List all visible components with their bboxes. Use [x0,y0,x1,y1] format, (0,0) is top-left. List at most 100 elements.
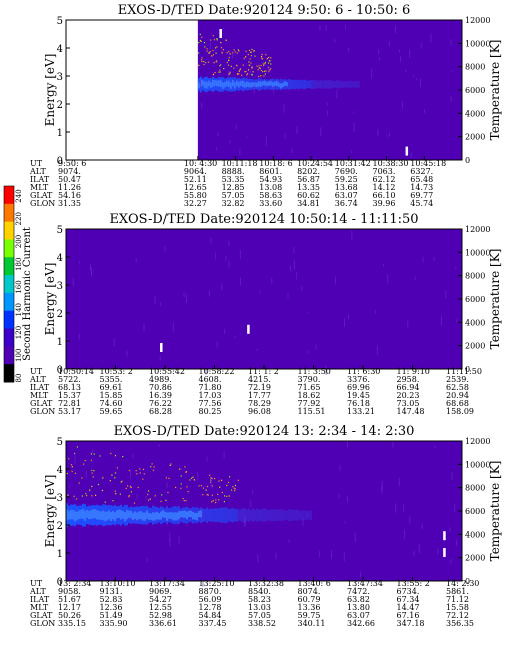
noise-mark [325,24,327,31]
orbit-value: 12.36 [100,603,123,612]
speckle [90,453,92,455]
orbit-value: 60.79 [298,595,321,604]
speckle [93,453,95,455]
band-column [288,509,290,522]
speckle [228,59,230,61]
colorbar-tick: 220 [15,212,23,225]
band-core [72,509,74,520]
orbit-value: 13.35 [297,183,320,192]
band-core [174,512,176,521]
colorbar-tick: 120 [15,326,23,339]
noise-mark [228,240,230,247]
speckle [238,50,240,52]
speckle [128,496,130,498]
speckle [245,50,247,52]
noise-mark [183,291,185,298]
speckle [234,490,236,492]
speckle [252,71,254,73]
orbit-value: 13.08 [259,183,282,192]
orbit-value: 8540. [248,587,271,596]
band-core [247,82,250,88]
speckle [68,458,70,460]
ytick-label: 3 [57,72,63,83]
speckle [220,64,222,66]
speckle [111,474,113,476]
band-core [90,510,92,519]
ytick-label: 4 [57,253,63,264]
speckle [214,478,216,480]
y2label: Temperature [K] [488,461,502,562]
band-core [269,80,272,86]
speckle [265,54,267,56]
orbit-value: 78.29 [248,399,271,408]
speckle [205,62,207,64]
noise-mark [221,283,223,290]
noise-mark [433,257,435,261]
noise-mark [235,124,237,130]
speckle [198,52,200,54]
band-column [331,80,334,89]
orbit-value: 68.13 [58,383,81,392]
orbit-value: 10:24:54 [297,159,333,168]
band-column [325,80,328,89]
orbit-value: 19.45 [347,391,370,400]
noise-mark [451,472,453,481]
speckle [264,61,266,64]
band-core [245,81,248,88]
speckle [129,485,131,487]
y2tick-label: 8000 [465,484,485,493]
speckle [234,51,236,53]
speckle [215,499,217,501]
speckle [216,38,218,40]
ylabel: Energy [eV] [43,54,57,127]
noise-mark [413,74,415,77]
orbit-value: 57.05 [222,191,245,200]
speckle [183,500,185,502]
orbit-value: 63.07 [347,611,370,620]
band-column [238,509,240,521]
speckle [258,75,260,78]
speckle [114,477,116,479]
orbit-value: 10:50:14 [58,367,94,376]
orbit-value: 54.27 [149,595,172,604]
noise-mark [377,129,379,137]
speckle [216,46,218,48]
band-core [237,81,240,88]
speckle [247,53,249,56]
band-core [118,509,120,518]
speckle [232,486,234,488]
y2tick-label: 4000 [465,109,485,118]
speckle [99,455,101,457]
noise-mark [154,296,156,305]
y2tick-label: 2000 [465,133,485,142]
orbit-value: 72.12 [446,611,469,620]
band-core [82,508,84,519]
speckle [202,494,204,496]
speckle [110,452,112,455]
ytick-label: 1 [57,549,63,560]
noise-mark [130,470,132,479]
orbit-value: 73.05 [397,399,420,408]
noise-mark [437,548,439,555]
orbit-row-label: GLON [30,619,55,628]
panel-title: EXOS-D/TED Date:920124 10:50:14 - 11:11:… [109,212,418,227]
ytick-label: 1 [57,128,63,139]
noise-mark [407,320,409,328]
band-core [259,81,262,87]
orbit-value: 8870. [199,587,222,596]
noise-mark [346,495,348,502]
band-column [327,80,330,89]
orbit-value: 70.86 [149,383,172,392]
noise-mark [405,69,407,73]
speckle [221,491,223,494]
orbit-value: 133.21 [347,407,375,416]
orbit-value: 14.47 [397,603,420,612]
band-core [207,80,210,87]
speckle-layer [66,446,239,504]
speckle [165,499,167,501]
speckle [219,65,221,67]
noise-mark [409,516,411,524]
noise-mark [410,152,412,159]
orbit-row-label: ILAT [30,383,50,392]
noise-mark [199,80,201,91]
